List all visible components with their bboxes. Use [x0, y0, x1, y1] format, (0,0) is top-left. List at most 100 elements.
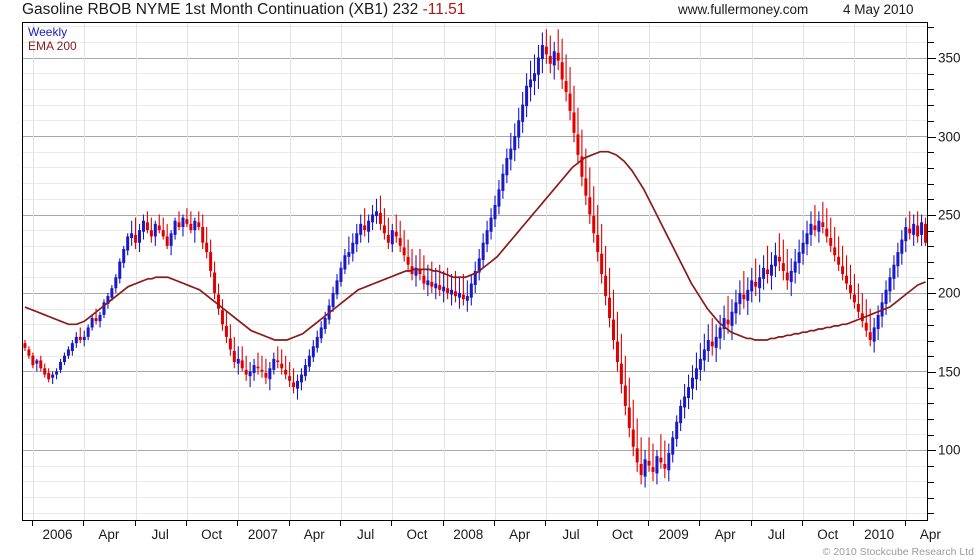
- candle-body: [781, 263, 785, 271]
- gridline-minor: [23, 402, 927, 404]
- x-axis-tick: [802, 521, 804, 526]
- x-axis-label: Oct: [406, 527, 428, 542]
- candle-body: [837, 256, 841, 265]
- candle-body: [801, 242, 805, 254]
- candle-body: [323, 318, 327, 330]
- candle-body: [59, 361, 63, 370]
- candle-body: [793, 261, 797, 273]
- source-url[interactable]: www.fullermoney.com: [678, 2, 809, 17]
- candle-body: [307, 355, 311, 367]
- y-axis-tick-minor: [928, 481, 934, 483]
- gridline-major: [23, 371, 927, 373]
- gridline-vertical: [186, 23, 188, 520]
- y-axis-tick-major: [928, 371, 936, 373]
- candle-body: [904, 227, 908, 242]
- x-axis-label: Oct: [611, 527, 633, 542]
- candle-body: [675, 421, 679, 439]
- candle-body: [343, 255, 347, 270]
- candle-body: [833, 247, 837, 256]
- candle-body: [197, 222, 201, 228]
- x-axis-tick: [391, 521, 393, 526]
- candle-body: [236, 358, 240, 364]
- y-axis-label: 300: [938, 129, 961, 144]
- candle-body: [718, 327, 722, 339]
- gridline-minor: [23, 418, 927, 420]
- candle-body: [900, 239, 904, 254]
- candle-body: [892, 264, 896, 279]
- candle-body: [157, 225, 161, 231]
- candle-body: [608, 297, 612, 319]
- y-axis-tick-minor: [928, 434, 934, 436]
- x-axis-tick: [340, 521, 341, 526]
- y-axis-tick-minor: [928, 466, 934, 468]
- candle-body: [430, 281, 434, 287]
- gridline-vertical: [289, 23, 291, 520]
- x-axis-tick: [853, 521, 855, 526]
- candle-body: [505, 157, 509, 176]
- candle-body: [501, 173, 505, 191]
- y-axis-tick-minor: [928, 513, 934, 515]
- candle-body: [600, 253, 604, 275]
- candle-body: [521, 104, 525, 122]
- candle-body: [659, 457, 663, 463]
- gridline-vertical: [135, 23, 137, 520]
- y-axis: 100 150 200 250 300 350: [928, 22, 980, 521]
- candle-body: [560, 62, 564, 80]
- candle-body: [647, 460, 651, 466]
- candle-body: [260, 369, 264, 372]
- y-axis-tick-major: [928, 215, 936, 216]
- candle-body: [592, 216, 596, 234]
- gridline-minor: [23, 481, 927, 483]
- gridline-minor: [23, 230, 927, 232]
- candle-body: [386, 234, 390, 243]
- page-title: Gasoline RBOB NYME 1st Month Continuatio…: [22, 1, 465, 19]
- candle-body: [130, 233, 134, 239]
- candle-body: [55, 371, 59, 375]
- candle-body: [47, 372, 51, 380]
- candle-body: [868, 332, 872, 341]
- gridline-minor: [23, 434, 927, 436]
- y-axis-tick-minor: [928, 340, 934, 342]
- gridline-minor: [23, 26, 927, 28]
- gridline-vertical: [597, 23, 599, 520]
- candle-body: [406, 256, 410, 265]
- gridline-minor: [23, 497, 927, 498]
- candle-body: [378, 212, 382, 224]
- y-axis-tick-minor: [928, 230, 934, 232]
- price-series: [23, 29, 927, 488]
- candle-body: [536, 57, 540, 75]
- candle-body: [153, 223, 157, 237]
- candle-body: [51, 374, 55, 378]
- candle-body: [402, 247, 406, 256]
- price-change: -11.51: [422, 1, 466, 18]
- candle-body: [118, 261, 122, 279]
- gridline-vertical: [649, 23, 650, 520]
- candle-body: [27, 349, 31, 356]
- gridline-minor: [23, 88, 927, 90]
- y-axis-label: 200: [938, 285, 961, 301]
- y-axis-tick-minor: [928, 167, 934, 169]
- candle-body: [256, 366, 260, 369]
- candle-body: [769, 264, 773, 276]
- candle-body: [110, 288, 114, 298]
- candle-body: [177, 222, 181, 228]
- candle-body: [335, 280, 339, 295]
- candle-body: [548, 55, 552, 64]
- x-axis-label: Apr: [98, 527, 120, 542]
- candle-body: [722, 318, 726, 330]
- candle-body: [876, 314, 880, 330]
- candle-body: [434, 283, 438, 289]
- y-axis-tick-minor: [928, 73, 934, 75]
- candle-body: [272, 358, 276, 370]
- y-axis-label: 350: [938, 50, 961, 66]
- candle-body: [742, 294, 746, 300]
- candle-body: [311, 346, 315, 358]
- x-axis-tick: [237, 521, 239, 526]
- candle-body: [213, 272, 217, 293]
- candle-body: [331, 292, 335, 308]
- candle-body: [540, 44, 544, 60]
- gridline-minor: [23, 104, 927, 106]
- candle-body: [848, 285, 852, 293]
- candle-body: [367, 220, 371, 232]
- x-axis-tick: [545, 521, 547, 526]
